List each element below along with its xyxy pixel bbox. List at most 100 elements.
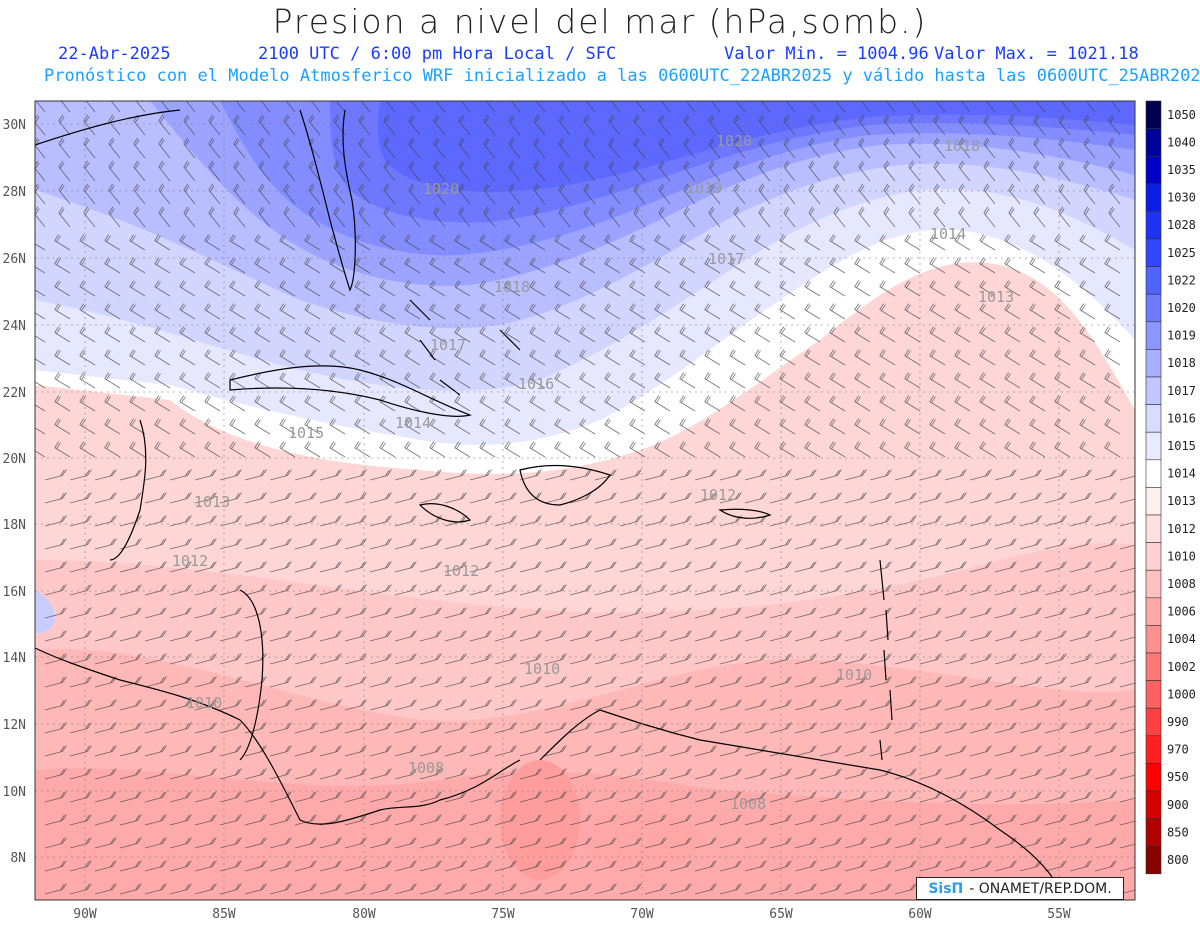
- onamet-logo: SisΠ - ONAMET/REP.DOM.: [916, 877, 1124, 900]
- legend-label: 1030: [1167, 191, 1196, 205]
- legend-swatch: [1145, 266, 1162, 295]
- map-frame: [34, 100, 1136, 901]
- legend-label: 1018: [1167, 356, 1196, 370]
- contour-label: 1014: [395, 414, 431, 432]
- lat-tick-label: 26N: [3, 252, 26, 267]
- legend-swatch: [1145, 597, 1162, 626]
- legend-label: 1012: [1167, 522, 1196, 536]
- lon-tick-label: 65W: [769, 907, 793, 922]
- max-value: Valor Max. = 1021.18: [934, 44, 1139, 64]
- legend-swatch: [1145, 790, 1162, 819]
- contour-label: 1019: [686, 179, 722, 197]
- lon-tick-label: 70W: [630, 907, 654, 922]
- contour-label: 1016: [518, 375, 554, 393]
- lat-tick-label: 18N: [3, 518, 26, 533]
- legend-swatch: [1145, 487, 1162, 516]
- date-label: 22-Abr-2025: [58, 44, 171, 64]
- legend-swatch: [1145, 376, 1162, 405]
- time-label: 2100 UTC / 6:00 pm Hora Local / SFC: [258, 44, 617, 64]
- legend-label: 1014: [1167, 467, 1196, 481]
- legend-label: 1013: [1167, 494, 1196, 508]
- lon-tick-label: 60W: [908, 907, 932, 922]
- lat-tick-label: 10N: [3, 785, 26, 800]
- lon-tick-label: 55W: [1047, 907, 1071, 922]
- color-legend: 1050 1040 1035 1030 1028 1025 1022 1020 1019 1018…: [1145, 100, 1196, 875]
- contour-label: 1010: [186, 694, 222, 712]
- legend-label: 970: [1167, 743, 1189, 757]
- legend-swatch: [1145, 293, 1162, 323]
- contour-label: 1018: [494, 278, 530, 296]
- wind-barbs: [35, 101, 1135, 895]
- contour-label: 1012: [443, 562, 479, 580]
- sispi-logo-text: SisΠ: [928, 880, 964, 897]
- contour-labels: 1020 1018 1020 1019 1018 1017 1014 1017 …: [172, 132, 1014, 813]
- forecast-info: Pronóstico con el Modelo Atmosferico WRF…: [44, 66, 1200, 86]
- legend-swatch: [1145, 625, 1162, 654]
- legend-swatch: [1145, 128, 1162, 157]
- legend-swatch: [1145, 707, 1162, 737]
- legend-swatch: [1145, 569, 1162, 599]
- legend-swatch: [1145, 238, 1162, 267]
- legend-label: 850: [1167, 825, 1189, 839]
- lat-tick-label: 20N: [3, 452, 26, 467]
- legend-swatch: [1145, 211, 1162, 240]
- legend-swatch: [1145, 349, 1162, 378]
- contour-label: 1020: [423, 180, 459, 198]
- lat-tick-label: 12N: [3, 718, 26, 733]
- lon-tick-label: 75W: [491, 907, 515, 922]
- contour-label: 1012: [172, 552, 208, 570]
- legend-label: 1017: [1167, 384, 1196, 398]
- lat-tick-label: 24N: [3, 319, 26, 334]
- legend-label: 1000: [1167, 687, 1196, 701]
- legend-label: 900: [1167, 798, 1189, 812]
- legend-label: 1020: [1167, 301, 1196, 315]
- lon-tick-label: 90W: [73, 907, 97, 922]
- lat-tick-label: 8N: [10, 851, 26, 866]
- legend-label: 990: [1167, 715, 1189, 729]
- legend-swatch: [1145, 100, 1162, 129]
- legend-swatch: [1145, 845, 1162, 875]
- legend-swatch: [1145, 652, 1162, 681]
- legend-label: 1015: [1167, 439, 1196, 453]
- min-value: Valor Min. = 1004.96: [724, 44, 929, 64]
- lon-tick-label: 85W: [212, 907, 236, 922]
- contour-label: 1017: [708, 250, 744, 268]
- legend-swatch: [1145, 680, 1162, 709]
- contour-label: 1012: [700, 486, 736, 504]
- legend-label: 1025: [1167, 246, 1196, 260]
- contour-label: 1017: [430, 336, 466, 354]
- map-title: Presion a nivel del mar (hPa,somb.): [272, 2, 928, 41]
- lon-tick-label: 80W: [352, 907, 376, 922]
- legend-label: 1022: [1167, 273, 1196, 287]
- legend-swatch: [1145, 514, 1162, 543]
- contour-label: 1018: [944, 137, 980, 155]
- legend-swatch: [1145, 763, 1162, 792]
- lat-axis: 30N 28N 26N 24N 22N 20N 18N 16N 14N 12N …: [3, 118, 26, 866]
- contour-label: 1008: [730, 795, 766, 813]
- legend-label: 950: [1167, 770, 1189, 784]
- legend-swatch: [1145, 818, 1162, 847]
- contour-label: 1013: [978, 288, 1014, 306]
- legend-swatch: [1145, 459, 1162, 488]
- legend-swatch: [1145, 735, 1162, 764]
- contour-label: 1020: [716, 132, 752, 150]
- legend-swatch: [1145, 431, 1162, 461]
- legend-label: 1035: [1167, 163, 1196, 177]
- legend-swatch: [1145, 404, 1162, 433]
- legend-swatch: [1145, 321, 1162, 350]
- legend-swatch: [1145, 155, 1162, 185]
- legend-label: 1006: [1167, 605, 1196, 619]
- contour-label: 1010: [524, 660, 560, 678]
- legend-label: 1016: [1167, 411, 1196, 425]
- legend-label: 1028: [1167, 218, 1196, 232]
- contour-label: 1014: [930, 225, 966, 243]
- legend-swatch: [1145, 183, 1162, 212]
- legend-label: 1004: [1167, 632, 1196, 646]
- lon-axis: 90W 85W 80W 75W 70W 65W 60W 55W: [73, 907, 1071, 922]
- legend-label: 1010: [1167, 549, 1196, 563]
- coastlines: [35, 109, 1061, 891]
- legend-swatch: [1145, 542, 1162, 571]
- lat-tick-label: 30N: [3, 118, 26, 133]
- lat-tick-label: 22N: [3, 386, 26, 401]
- legend-label: 1040: [1167, 135, 1196, 149]
